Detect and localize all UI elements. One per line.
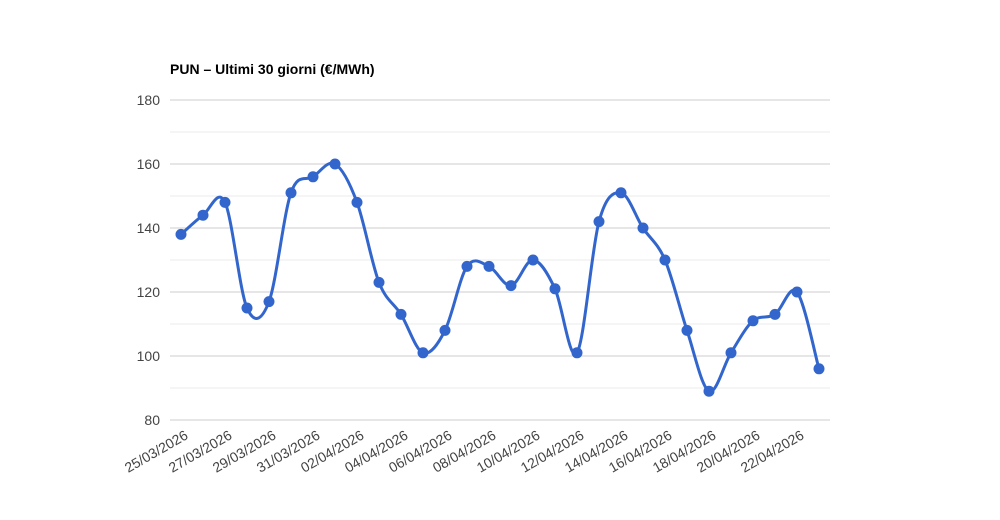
series-line — [179, 161, 821, 393]
data-point[interactable] — [285, 187, 297, 199]
data-point[interactable] — [307, 171, 319, 183]
data-point[interactable] — [351, 196, 363, 208]
data-point[interactable] — [813, 363, 825, 375]
data-point[interactable] — [241, 302, 253, 314]
data-point[interactable] — [527, 254, 539, 266]
y-tick-label: 160 — [137, 156, 161, 172]
y-tick-label: 140 — [137, 220, 161, 236]
data-point[interactable] — [505, 280, 517, 292]
data-point[interactable] — [263, 296, 275, 308]
data-point[interactable] — [219, 196, 231, 208]
data-point[interactable] — [461, 260, 473, 272]
data-point[interactable] — [703, 385, 715, 397]
data-point[interactable] — [769, 308, 781, 320]
data-point[interactable] — [549, 283, 561, 295]
chart-title: PUN – Ultimi 30 giorni (€/MWh) — [170, 61, 375, 77]
y-tick-label: 120 — [137, 284, 161, 300]
data-point[interactable] — [395, 308, 407, 320]
data-point[interactable] — [175, 228, 187, 240]
data-point[interactable] — [439, 324, 451, 336]
y-tick-label: 100 — [137, 348, 161, 364]
data-point[interactable] — [637, 222, 649, 234]
data-point[interactable] — [659, 254, 671, 266]
data-point[interactable] — [791, 286, 803, 298]
y-tick-label: 180 — [137, 92, 161, 108]
data-point[interactable] — [329, 158, 341, 170]
data-point[interactable] — [571, 347, 583, 359]
data-point[interactable] — [197, 209, 209, 221]
data-point[interactable] — [725, 347, 737, 359]
data-point[interactable] — [373, 276, 385, 288]
data-point[interactable] — [747, 315, 759, 327]
data-point[interactable] — [681, 324, 693, 336]
data-point[interactable] — [483, 260, 495, 272]
data-point[interactable] — [417, 347, 429, 359]
data-point[interactable] — [615, 187, 627, 199]
y-tick-label: 80 — [144, 412, 160, 428]
data-point[interactable] — [593, 216, 605, 228]
